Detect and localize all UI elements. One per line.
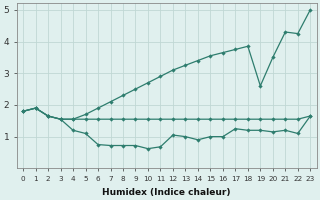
X-axis label: Humidex (Indice chaleur): Humidex (Indice chaleur) [102,188,231,197]
